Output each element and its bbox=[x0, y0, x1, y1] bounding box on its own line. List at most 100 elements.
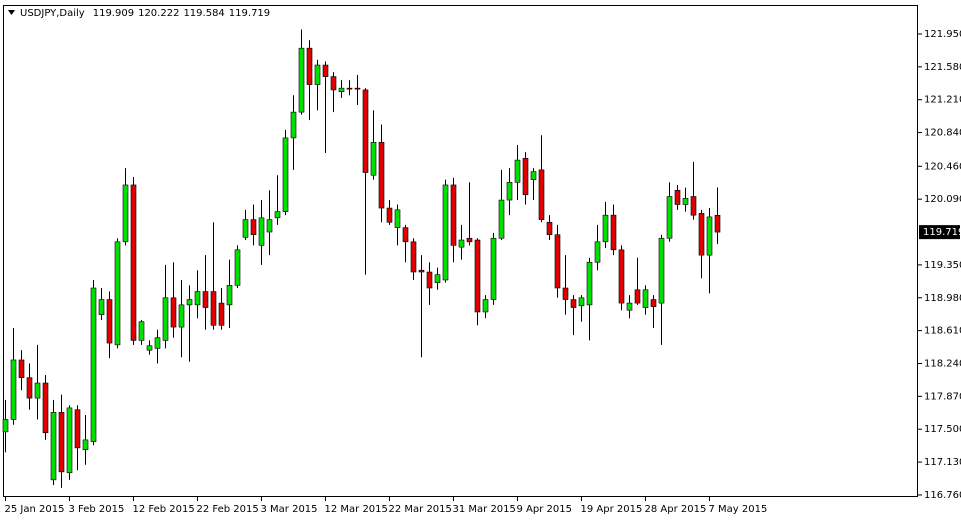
candle-body bbox=[666, 196, 673, 239]
candle-body bbox=[90, 287, 97, 442]
candle-body bbox=[714, 214, 721, 233]
candle-body bbox=[290, 111, 297, 139]
candle-body bbox=[418, 269, 425, 273]
candle-body bbox=[482, 299, 489, 313]
last-price-box bbox=[919, 225, 960, 240]
candle-body bbox=[218, 302, 225, 326]
candle-body bbox=[378, 142, 385, 209]
candle-body bbox=[58, 412, 65, 473]
candle-body bbox=[18, 359, 25, 379]
candle-body bbox=[74, 409, 81, 449]
candle-body bbox=[658, 237, 665, 304]
candle-body bbox=[250, 219, 257, 236]
y-tick-label: 117.130 bbox=[924, 457, 961, 468]
candle-body bbox=[50, 412, 57, 481]
candle-body bbox=[538, 169, 545, 220]
candle-body bbox=[210, 291, 217, 326]
candle-body bbox=[578, 297, 585, 307]
y-tick-label: 121.580 bbox=[924, 62, 961, 73]
candle-body bbox=[194, 291, 201, 306]
candle-body bbox=[130, 184, 137, 341]
y-tick-label: 119.350 bbox=[924, 260, 961, 271]
candle-body bbox=[338, 87, 345, 92]
candle-body bbox=[530, 171, 537, 180]
x-tick-label: 22 Mar 2015 bbox=[389, 504, 452, 515]
last-price-label: 119.719 bbox=[923, 227, 961, 238]
x-tick-label: 12 Mar 2015 bbox=[325, 504, 388, 515]
y-tick-label: 116.760 bbox=[924, 490, 961, 501]
header-close: 119.719 bbox=[229, 8, 270, 19]
candle-body bbox=[426, 271, 433, 289]
candle-body bbox=[434, 274, 441, 283]
candle-body bbox=[570, 299, 577, 308]
y-tick-label: 117.870 bbox=[924, 391, 961, 402]
candle-body bbox=[202, 291, 209, 308]
candle-body bbox=[186, 299, 193, 306]
candle-body bbox=[642, 289, 649, 308]
candle-body bbox=[242, 219, 249, 238]
candle-body bbox=[258, 217, 265, 246]
y-tick-label: 120.460 bbox=[924, 161, 961, 172]
candle-body bbox=[98, 299, 105, 315]
symbol: USDJPY,Daily bbox=[20, 8, 85, 19]
menu-triangle bbox=[8, 10, 15, 15]
candle-body bbox=[314, 64, 321, 85]
candle-body bbox=[330, 76, 337, 91]
candle-body bbox=[306, 47, 313, 85]
plot-frame bbox=[3, 5, 918, 497]
candle-body bbox=[618, 249, 625, 304]
candle-body bbox=[522, 158, 529, 196]
candle-body bbox=[402, 227, 409, 243]
header-high: 120.222 bbox=[138, 8, 179, 19]
x-tick-label: 19 Apr 2015 bbox=[581, 504, 643, 515]
x-tick-label: 7 May 2015 bbox=[709, 504, 768, 515]
candle-body bbox=[706, 216, 713, 256]
candle-body bbox=[498, 199, 505, 239]
x-tick-label: 3 Feb 2015 bbox=[69, 504, 125, 515]
x-tick-label: 22 Feb 2015 bbox=[197, 504, 259, 515]
candle-body bbox=[362, 89, 369, 173]
candle-body bbox=[322, 64, 329, 77]
x-tick-label: 31 Mar 2015 bbox=[453, 504, 516, 515]
y-tick-label: 118.240 bbox=[924, 358, 961, 369]
candle-body bbox=[106, 299, 113, 344]
y-tick-label: 121.950 bbox=[924, 29, 961, 40]
x-tick-label: 3 Mar 2015 bbox=[261, 504, 318, 515]
candle-body bbox=[690, 196, 697, 216]
y-tick-label: 118.980 bbox=[924, 293, 961, 304]
candle-body bbox=[442, 184, 449, 281]
candle-body bbox=[274, 211, 281, 219]
candle-body bbox=[226, 285, 233, 306]
candle-body bbox=[698, 213, 705, 256]
candle-body bbox=[2, 419, 9, 433]
x-tick-label: 25 Jan 2015 bbox=[5, 504, 65, 515]
candle-body bbox=[42, 382, 49, 434]
y-tick-label: 120.090 bbox=[924, 194, 961, 205]
candle-body bbox=[410, 241, 417, 273]
chart-header: USDJPY,Daily 119.909 120.222 119.584 119.719 bbox=[20, 8, 270, 19]
candle-body bbox=[162, 297, 169, 341]
candle-body bbox=[298, 47, 305, 113]
candle-body bbox=[370, 142, 377, 176]
candle-body bbox=[634, 289, 641, 304]
candle-body bbox=[138, 321, 145, 341]
candle-body bbox=[610, 214, 617, 251]
candle-body bbox=[346, 87, 353, 90]
candle-body bbox=[650, 299, 657, 307]
candle-body bbox=[386, 207, 393, 223]
header-low: 119.584 bbox=[183, 8, 224, 19]
header-open: 119.909 bbox=[93, 8, 134, 19]
candle-body bbox=[266, 219, 273, 233]
candle-body bbox=[474, 239, 481, 313]
candle-body bbox=[490, 237, 497, 300]
candle-body bbox=[354, 87, 361, 90]
candle-body bbox=[114, 241, 121, 346]
candle-body bbox=[626, 302, 633, 311]
y-tick-label: 117.500 bbox=[924, 424, 961, 435]
x-tick-label: 9 Apr 2015 bbox=[517, 504, 572, 515]
candle-body bbox=[602, 214, 609, 243]
y-tick-label: 121.210 bbox=[924, 95, 961, 106]
